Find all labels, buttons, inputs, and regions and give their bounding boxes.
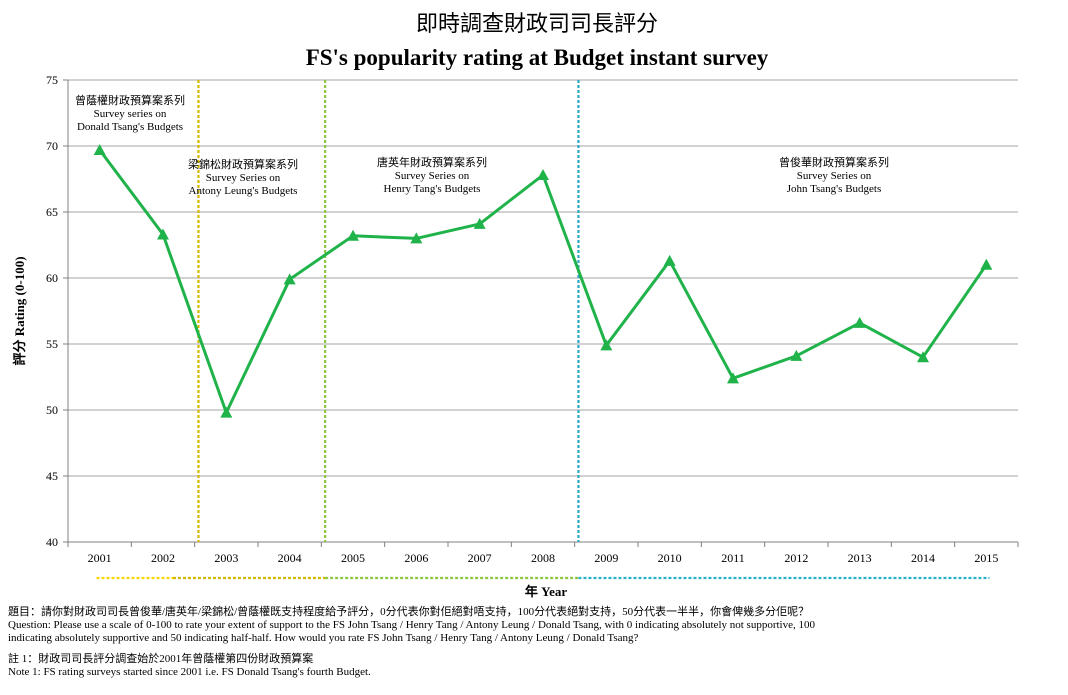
x-tick-label: 2006 — [404, 551, 428, 565]
x-axis-ticks: 2001 2002 2003 2004 2005 2006 2007 2008 2009 2010… — [67, 542, 1019, 565]
question-en-line-2: indicating absolutely supportive and 50 … — [8, 632, 639, 644]
y-tick-label: 55 — [46, 337, 58, 351]
y-tick-label: 70 — [46, 139, 58, 153]
x-tick-label: 2012 — [784, 551, 808, 565]
x-tick-label: 2013 — [848, 551, 872, 565]
data-point — [157, 228, 169, 240]
x-tick-label: 2015 — [974, 551, 998, 565]
era-annotation-line: 曾蔭權財政預算案系列 — [75, 93, 185, 107]
era-annotation-line: John Tsang's Budgets — [787, 183, 882, 195]
era-annotation-line: Henry Tang's Budgets — [384, 183, 481, 195]
data-point — [410, 232, 423, 244]
y-tick-label: 75 — [46, 73, 58, 87]
question-zh: 題目：請你對財政司司長曾俊華/唐英年/梁錦松/曾蔭權既支持程度給予評分，0分代表… — [8, 606, 810, 618]
era-annotation-line: Survey series on — [94, 108, 167, 120]
x-axis-label: 年 Year — [525, 584, 567, 599]
era-annotation-line: Survey Series on — [395, 170, 470, 182]
note-zh: 註 1：財政司司長評分調查始於2001年曾蔭權第四份財政預算案 — [8, 653, 314, 665]
series-group — [93, 143, 993, 418]
question-en-line-1: Question: Please use a scale of 0-100 to… — [8, 619, 815, 631]
era-annotation-line: Survey Series on — [797, 170, 872, 182]
data-point — [980, 258, 993, 270]
x-tick-label: 2001 — [88, 551, 112, 565]
x-tick-label: 2007 — [468, 551, 492, 565]
x-tick-label: 2003 — [214, 551, 238, 565]
x-tick-label: 2014 — [911, 551, 935, 565]
data-point — [347, 229, 359, 241]
data-point — [283, 273, 296, 285]
data-point — [473, 217, 486, 229]
footnotes: 題目：請你對財政司司長曾俊華/唐英年/梁錦松/曾蔭權既支持程度給予評分，0分代表… — [8, 606, 1063, 679]
chart-title-en: FS's popularity rating at Budget instant… — [306, 45, 769, 70]
x-tick-label: 2011 — [721, 551, 745, 565]
data-point — [663, 254, 676, 266]
era-annotation-line: 梁錦松財政預算案系列 — [188, 157, 298, 171]
y-tick-label: 60 — [46, 271, 58, 285]
data-point — [853, 316, 866, 328]
y-axis-ticks: 40 45 50 55 60 65 70 75 — [46, 73, 68, 549]
chart-title-zh: 即時調查財政司司長評分 — [416, 12, 658, 37]
grid-lines — [67, 79, 1018, 543]
x-tick-label: 2008 — [531, 551, 555, 565]
x-tick-label: 2004 — [278, 551, 302, 565]
era-annotation-line: Survey Series on — [206, 172, 281, 184]
data-point — [600, 339, 613, 351]
x-tick-label: 2010 — [658, 551, 682, 565]
data-point — [220, 406, 233, 418]
data-point — [790, 349, 803, 361]
data-point — [537, 169, 549, 181]
data-point — [727, 372, 739, 384]
data-point — [917, 351, 929, 363]
note-en: Note 1: FS rating surveys started since … — [8, 666, 371, 678]
y-tick-label: 45 — [46, 469, 58, 483]
era-annotation-line: Antony Leung's Budgets — [189, 185, 298, 197]
era-separators — [197, 80, 580, 542]
data-point — [93, 143, 106, 155]
y-axis-label: 評分 Rating (0-100) — [12, 256, 27, 365]
y-tick-label: 40 — [46, 535, 58, 549]
y-tick-label: 65 — [46, 205, 58, 219]
x-tick-label: 2002 — [151, 551, 175, 565]
x-tick-label: 2005 — [341, 551, 365, 565]
era-annotation-line: 唐英年財政預算案系列 — [377, 155, 487, 169]
x-tick-label: 2009 — [594, 551, 618, 565]
era-annotation-line: Donald Tsang's Budgets — [77, 121, 183, 133]
y-tick-label: 50 — [46, 403, 58, 417]
era-annotation-line: 曾俊華財政預算案系列 — [779, 155, 889, 169]
